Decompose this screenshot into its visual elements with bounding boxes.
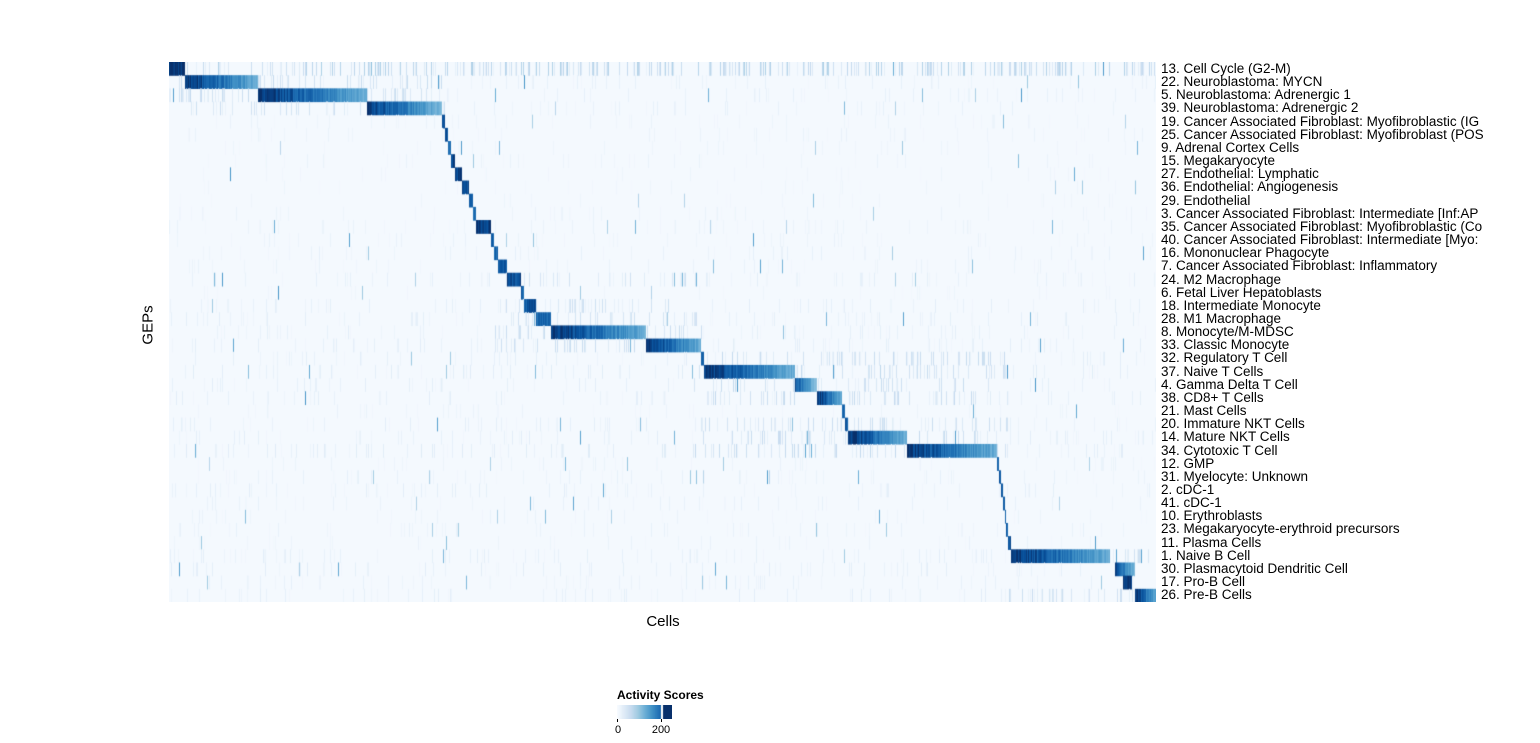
row-label: 26. Pre-B Cells — [1161, 587, 1252, 603]
row-label: 12. GMP — [1161, 455, 1215, 471]
row-label: 34. Cytotoxic T Cell — [1161, 442, 1278, 458]
row-label: 19. Cancer Associated Fibroblast: Myofib… — [1161, 113, 1480, 129]
row-label: 36. Endothelial: Angiogenesis — [1161, 179, 1339, 195]
row-label: 14. Mature NKT Cells — [1161, 429, 1290, 445]
row-label: 35. Cancer Associated Fibroblast: Myofib… — [1161, 218, 1483, 234]
row-labels: 13. Cell Cycle (G2-M) 22. Neuroblastoma: … — [1161, 62, 1540, 602]
row-label: 29. Endothelial — [1161, 192, 1251, 208]
x-axis-label: Cells — [646, 613, 680, 630]
row-label: 23. Megakaryocyte-erythroid precursors — [1161, 521, 1400, 537]
row-label: 24. M2 Macrophage — [1161, 271, 1282, 287]
row-label: 38. CD8+ T Cells — [1161, 389, 1264, 405]
legend-min-label: 0 — [614, 724, 622, 736]
row-label: 10. Erythroblasts — [1161, 508, 1263, 524]
row-label: 25. Cancer Associated Fibroblast: Myofib… — [1161, 126, 1484, 142]
row-label: 37. Naive T Cells — [1161, 363, 1264, 379]
row-label: 9. Adrenal Cortex Cells — [1161, 139, 1300, 155]
row-label: 20. Immature NKT Cells — [1161, 416, 1305, 432]
row-label: 16. Mononuclear Phagocyte — [1161, 245, 1330, 261]
row-label: 6. Fetal Liver Hepatoblasts — [1161, 284, 1322, 300]
row-label: 21. Mast Cells — [1161, 403, 1247, 419]
row-label: 32. Regulatory T Cell — [1161, 350, 1288, 366]
row-label: 7. Cancer Associated Fibroblast: Inflamm… — [1161, 258, 1438, 274]
row-label: 39. Neuroblastoma: Adrenergic 2 — [1161, 100, 1359, 116]
heatmap-canvas — [169, 62, 1156, 602]
row-label: 17. Pro-B Cell — [1161, 574, 1246, 590]
legend-gradient-bar: 0 200 — [615, 705, 672, 736]
row-label: 27. Endothelial: Lymphatic — [1161, 166, 1319, 182]
row-label: 11. Plasma Cells — [1161, 534, 1262, 550]
legend-title: Activity Scores — [617, 688, 704, 702]
row-label: 1. Naive B Cell — [1161, 547, 1251, 563]
colorbar-legend: Activity Scores 0 200 — [615, 688, 737, 736]
legend-max-label: 200 — [651, 724, 671, 736]
row-label: 18. Intermediate Monocyte — [1161, 297, 1321, 313]
row-label: 4. Gamma Delta T Cell — [1161, 376, 1298, 392]
legend-tick-min — [617, 719, 618, 722]
row-label: 30. Plasmacytoid Dendritic Cell — [1161, 560, 1348, 576]
row-label: 28. M1 Macrophage — [1161, 310, 1282, 326]
row-label: 22. Neuroblastoma: MYCN — [1161, 74, 1323, 90]
row-label: 8. Monocyte/M-MDSC — [1161, 324, 1294, 340]
legend-tick-max — [661, 719, 662, 722]
row-label: 33. Classic Monocyte — [1161, 337, 1290, 353]
row-label: 3. Cancer Associated Fibroblast: Interme… — [1161, 205, 1479, 221]
y-axis-label: GEPs — [139, 305, 157, 345]
row-label: 41. cDC-1 — [1161, 495, 1222, 511]
legend-gradient-canvas — [617, 705, 672, 719]
row-label: 15. Megakaryocyte — [1161, 153, 1276, 169]
row-label: 31. Myelocyte: Unknown — [1161, 468, 1309, 484]
row-label: 40. Cancer Associated Fibroblast: Interm… — [1161, 232, 1479, 248]
row-label: 2. cDC-1 — [1161, 482, 1215, 497]
row-label: 5. Neuroblastoma: Adrenergic 1 — [1161, 87, 1351, 103]
row-label: 13. Cell Cycle (G2-M) — [1161, 61, 1291, 76]
